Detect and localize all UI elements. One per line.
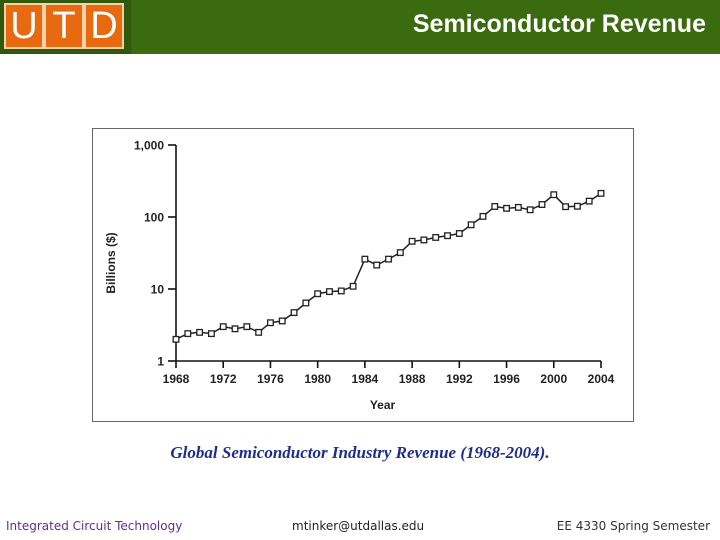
slide-title: Semiconductor Revenue [412, 10, 706, 38]
data-point [219, 323, 227, 331]
revenue-series-line [175, 192, 602, 340]
data-point [597, 189, 605, 197]
data-point [196, 328, 204, 336]
data-point [585, 197, 593, 205]
x-tick-label: 2000 [540, 372, 567, 386]
logo-letter-t: T [44, 3, 84, 49]
footer-course: Integrated Circuit Technology [6, 519, 183, 533]
data-point [550, 191, 558, 199]
data-point [231, 325, 239, 333]
y-tick-label: 100 [144, 211, 164, 225]
x-tick-label: 1992 [446, 372, 473, 386]
data-point [385, 255, 392, 263]
data-point [349, 282, 357, 290]
x-tick-label: 1968 [163, 372, 190, 386]
data-point [538, 201, 546, 208]
data-point [255, 328, 263, 336]
data-point [444, 232, 451, 240]
data-point [302, 299, 310, 307]
data-point [514, 203, 522, 211]
y-tick-label: 10 [151, 283, 165, 297]
data-point [420, 236, 428, 244]
data-point [290, 309, 298, 317]
data-point [573, 202, 581, 210]
data-point [562, 203, 570, 211]
data-point [266, 319, 274, 327]
data-point [455, 230, 463, 237]
revenue-chart: 1 10 100 1,000 1968 1972 1976 1980 1984 1988 1992 1… [104, 139, 615, 413]
header-bar: U T D Semiconductor Revenue [0, 0, 720, 54]
data-point [361, 255, 369, 263]
footer-email: mtinker@utdallas.edu [292, 519, 425, 533]
data-point [396, 249, 404, 257]
x-axis-label: Year [370, 398, 396, 412]
x-tick-label: 1984 [352, 372, 379, 386]
data-point [184, 330, 192, 338]
data-point [503, 204, 511, 212]
data-point [432, 233, 440, 241]
data-point [337, 287, 345, 295]
data-point [243, 323, 251, 331]
data-point [326, 288, 333, 296]
x-tick-label: 1972 [210, 372, 237, 386]
x-tick-label: 1988 [399, 372, 426, 386]
chart-frame: 1 10 100 1,000 1968 1972 1976 1980 1984 1988 1992 1… [92, 128, 634, 422]
x-tick-label: 2004 [588, 372, 615, 386]
data-point [278, 317, 286, 325]
data-point [491, 203, 499, 210]
logo-letter-u: U [4, 3, 44, 49]
x-tick-label: 1976 [257, 372, 284, 386]
data-point [373, 261, 381, 269]
logo-letter-d: D [84, 3, 124, 49]
y-tick-label: 1 [157, 355, 164, 369]
y-axis-label: Billions ($) [104, 232, 118, 293]
data-point [479, 212, 487, 220]
data-point [172, 335, 180, 343]
data-point [467, 221, 475, 229]
data-point [526, 206, 534, 214]
data-point [314, 290, 322, 298]
figure-caption: Global Semiconductor Industry Revenue (1… [170, 443, 550, 462]
data-point [207, 330, 215, 338]
utd-logo: U T D [0, 0, 131, 54]
data-point [408, 237, 416, 245]
x-tick-label: 1980 [304, 372, 331, 386]
y-tick-label: 1,000 [134, 139, 164, 153]
x-tick-label: 1996 [493, 372, 520, 386]
footer-semester: EE 4330 Spring Semester [556, 519, 710, 533]
